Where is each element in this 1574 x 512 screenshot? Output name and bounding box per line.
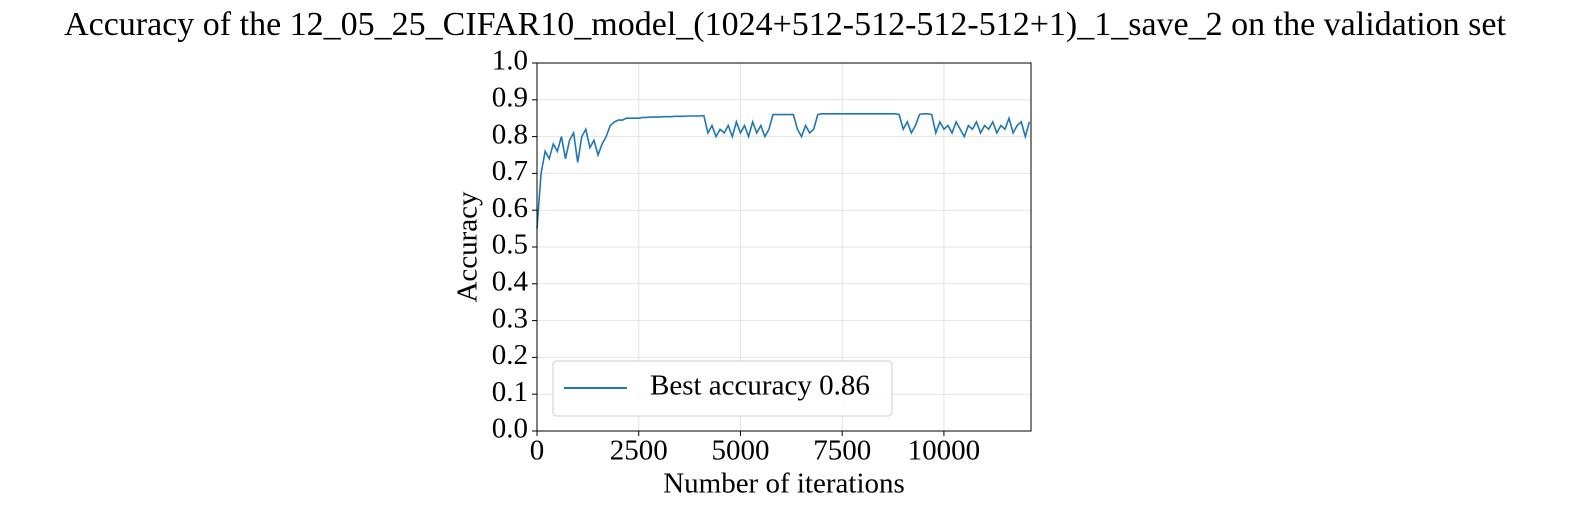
- y-tick-label: 0.3: [492, 302, 528, 334]
- y-tick-label: 0.4: [492, 265, 529, 297]
- x-tick-label: 10000: [908, 435, 981, 467]
- y-tick-label: 0.9: [492, 81, 528, 113]
- legend-label: Best accuracy 0.86: [650, 370, 870, 402]
- y-tick-label: 0.5: [492, 229, 528, 261]
- plot-frame: [536, 62, 1032, 432]
- chart-title: Accuracy of the 12_05_25_CIFAR10_model_(…: [64, 6, 1506, 43]
- x-tick-label: 5000: [711, 435, 769, 467]
- y-tick-label: 0.7: [492, 155, 528, 187]
- y-tick-label: 0.6: [492, 192, 528, 224]
- legend-box: [552, 360, 893, 417]
- y-tick-label: 0.0: [492, 413, 528, 445]
- y-tick-label: 0.1: [492, 376, 528, 408]
- x-axis-label: Number of iterations: [663, 468, 905, 500]
- data-line: [536, 112, 1031, 229]
- x-tick-label: 2500: [610, 435, 668, 467]
- y-tick-label: 0.2: [492, 339, 528, 371]
- x-tick-label: 7500: [813, 435, 871, 467]
- y-tick-label: 1.0: [492, 45, 528, 77]
- y-axis-label: Accuracy: [452, 191, 484, 303]
- x-tick-label: 0: [530, 435, 545, 467]
- y-tick-label: 0.8: [492, 118, 528, 150]
